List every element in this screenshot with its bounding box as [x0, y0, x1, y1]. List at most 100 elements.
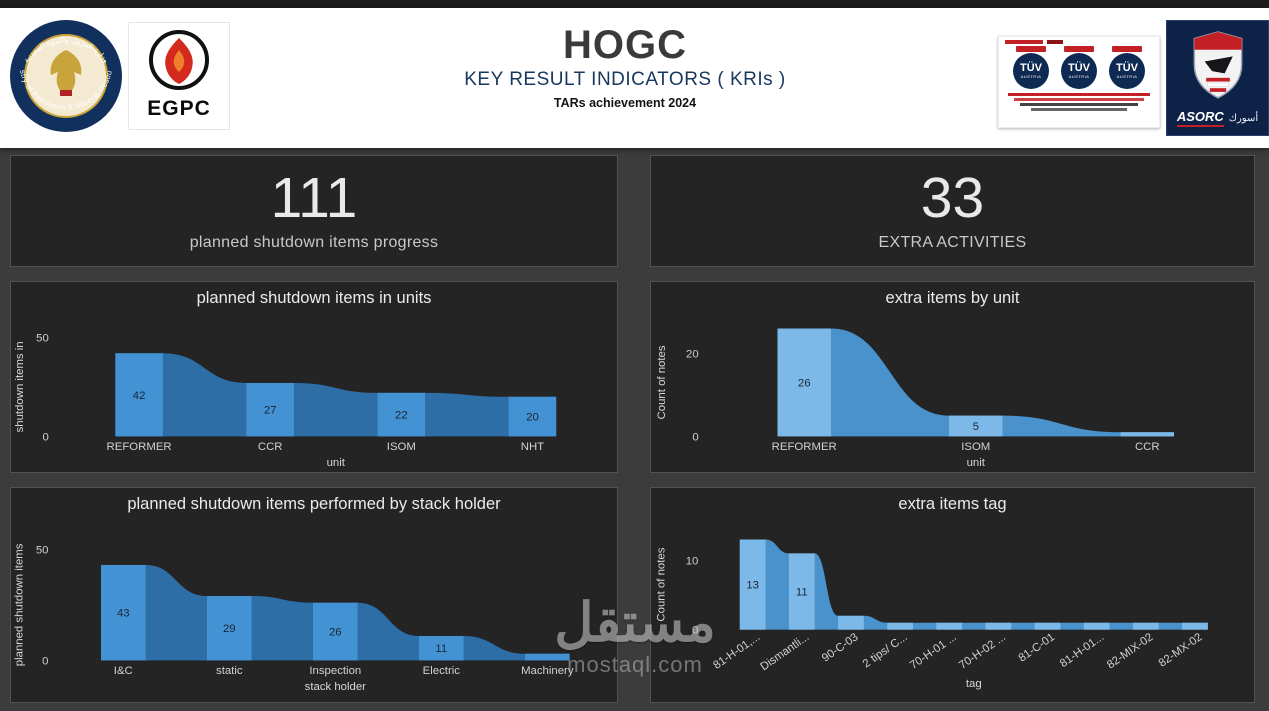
chart-panel-shutdown-items-in-units[interactable]: planned shutdown items in units 42 27 22 20… — [10, 281, 618, 473]
kpi-label: EXTRA ACTIVITIES — [878, 234, 1027, 251]
y-tick-label: 10 — [686, 555, 699, 567]
value-label: 26 — [798, 377, 811, 389]
value-label: 20 — [526, 412, 539, 424]
header: وزارة البترول والثروة المعدنية Ministry … — [0, 8, 1269, 148]
tuv-badge-sub: AUSTRIA — [1068, 73, 1090, 79]
tuv-austria-icon: TÜV AUSTRIA — [1061, 53, 1097, 89]
bar-static[interactable] — [207, 596, 252, 661]
bar-2 tips/ C...[interactable] — [887, 622, 913, 630]
chart-title: extra items tag — [898, 495, 1007, 513]
bar-Machinery[interactable] — [525, 653, 570, 661]
kpi-card-planned-shutdown-progress[interactable]: 111 planned shutdown items progress — [10, 155, 618, 267]
x-axis-title: unit — [327, 457, 346, 469]
y-tick-label: 0 — [692, 431, 698, 443]
bar-82-MX-02[interactable] — [1182, 622, 1208, 630]
funnel-chart-shutdown-items-in-units[interactable]: 42 27 22 20 0 50 shutdown items in REFORMER CCR I… — [11, 282, 617, 472]
x-axis-title: unit — [967, 457, 986, 469]
bar-70-H-01 ...[interactable] — [936, 622, 963, 630]
asorc-shield-icon — [1193, 31, 1242, 99]
certified-ribbon-icon — [1064, 46, 1094, 52]
bar-ISOM[interactable] — [377, 392, 426, 437]
y-tick-label: 20 — [686, 348, 699, 360]
x-category-label: Machinery — [521, 665, 574, 677]
egpc-label: EGPC — [147, 97, 211, 120]
tuv-badge-sub: AUSTRIA — [1116, 73, 1138, 79]
x-category-label: Inspection — [309, 665, 361, 677]
x-axis-title: stack holder — [305, 681, 367, 693]
y-axis-title: shutdown items in — [14, 341, 26, 432]
x-category-label: 70-H-01 ... — [908, 631, 959, 672]
bar-81-H-01...[interactable] — [1083, 622, 1110, 630]
value-label: 11 — [796, 586, 808, 598]
x-category-label: 70-H-02 ... — [957, 631, 1008, 672]
bar-Dismantli...[interactable] — [788, 553, 815, 630]
value-label: 27 — [264, 405, 277, 417]
eagle-icon — [50, 50, 82, 96]
report-titles: HOGC KEY RESULT INDICATORS ( KRIs ) TARs… — [335, 24, 915, 110]
chart-panel-extra-items-tag[interactable]: extra items tag 13 11 0 10 Count of notes 81-… — [650, 487, 1255, 703]
funnel-area — [777, 328, 1175, 437]
value-label: 42 — [133, 390, 146, 402]
value-label: 26 — [329, 627, 342, 639]
bar-82-MIX-02[interactable] — [1132, 622, 1159, 630]
bar-Inspection[interactable] — [313, 602, 358, 661]
tuv-badge-sub: AUSTRIA — [1020, 73, 1042, 79]
tuv-badge-label: TÜV — [1068, 61, 1090, 74]
x-axis-title: tag — [966, 678, 982, 690]
kpi-card-extra-activities[interactable]: 33 EXTRA ACTIVITIES — [650, 155, 1255, 267]
bar-I&C[interactable] — [100, 564, 146, 661]
asorc-arabic-label: أسورك — [1228, 113, 1259, 124]
bar-REFORMER[interactable] — [115, 353, 163, 437]
y-axis-title: planned shutdown items — [14, 543, 26, 666]
value-label: 13 — [746, 580, 759, 592]
bar-REFORMER[interactable] — [777, 328, 831, 437]
x-category-label: Dismantli... — [758, 631, 811, 673]
value-label: 29 — [223, 623, 236, 635]
bar-81-C-01[interactable] — [1034, 622, 1061, 630]
bar-ISOM[interactable] — [949, 415, 1003, 437]
top-strip — [0, 0, 1269, 8]
x-category-label: 81-H-01,... — [711, 631, 762, 672]
x-category-label: CCR — [258, 441, 283, 453]
x-category-label: 2 tips/ C... — [861, 631, 910, 670]
bar-81-H-01,...[interactable] — [739, 539, 766, 630]
tuv-austria-icon: TÜV AUSTRIA — [1109, 53, 1145, 89]
x-category-label: I&C — [114, 665, 133, 677]
tuv-fineprint-lines — [1005, 93, 1153, 111]
x-category-label: 90-C-03 — [820, 631, 861, 664]
x-category-label: ISOM — [961, 441, 990, 453]
x-category-label: CCR — [1135, 441, 1160, 453]
tuv-badge-label: TÜV — [1116, 61, 1138, 74]
bar-90-C-03[interactable] — [838, 615, 864, 630]
page-tagline: TARs achievement 2024 — [553, 96, 697, 110]
x-category-label: Electric — [423, 665, 461, 677]
tuv-badge-2: TÜV AUSTRIA — [1057, 46, 1101, 89]
tuv-badge-label: TÜV — [1020, 61, 1042, 74]
certified-ribbon-icon — [1112, 46, 1142, 52]
chart-panel-extra-items-by-unit[interactable]: extra items by unit 26 5 0 20 Count of notes… — [650, 281, 1255, 473]
bar-CCR[interactable] — [1120, 432, 1175, 437]
bar-CCR[interactable] — [246, 382, 294, 437]
x-category-label: 82-MX-02 — [1157, 631, 1205, 669]
y-axis-title: Count of notes — [656, 345, 668, 419]
page-title: HOGC — [563, 23, 687, 67]
funnel-chart-extra-items-tag[interactable]: 13 11 0 10 Count of notes 81-H-01,...Dismantl… — [651, 488, 1254, 702]
y-tick-label: 0 — [42, 431, 48, 443]
chart-panel-items-by-stack-holder[interactable]: planned shutdown items performed by stac… — [10, 487, 618, 703]
value-label: 22 — [395, 410, 408, 422]
tuv-certifications: TÜV AUSTRIA TÜV AUSTRIA TÜV AUSTRIA — [998, 36, 1160, 128]
bar-70-H-02 ...[interactable] — [985, 622, 1012, 630]
tuv-austria-icon: TÜV AUSTRIA — [1013, 53, 1049, 89]
y-tick-label: 50 — [36, 544, 49, 556]
value-label: 43 — [117, 608, 130, 620]
bar-Electric[interactable] — [419, 635, 464, 661]
kpi-label: planned shutdown items progress — [189, 234, 439, 251]
funnel-chart-extra-items-by-unit[interactable]: 26 5 0 20 Count of notes REFORMER ISOM CCR unit — [651, 282, 1254, 472]
x-category-label: static — [216, 665, 243, 677]
asorc-label: ASORC — [1176, 109, 1224, 127]
bar-NHT[interactable] — [508, 396, 557, 437]
funnel-chart-items-by-stack-holder[interactable]: 43 29 26 11 0 50 planned shutdown items I&C stat… — [11, 488, 617, 702]
asorc-logo: ASORC أسورك — [1166, 20, 1269, 136]
page-subtitle: KEY RESULT INDICATORS ( KRIs ) — [464, 69, 786, 90]
x-category-label: NHT — [521, 441, 544, 453]
